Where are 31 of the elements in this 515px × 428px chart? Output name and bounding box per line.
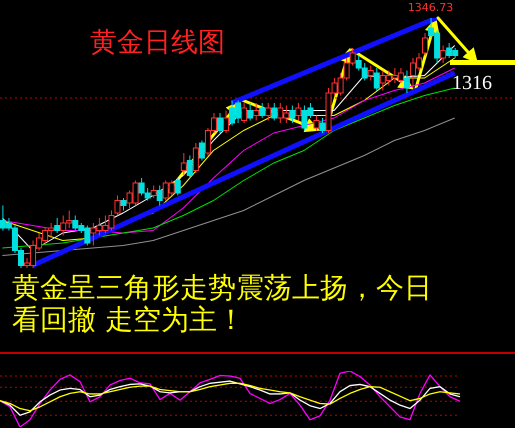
candlestick: [265, 102, 272, 121]
candlestick: [422, 32, 428, 56]
candlestick: [374, 68, 380, 91]
candlestick: [271, 102, 278, 121]
candlestick: [241, 102, 248, 124]
text: 黄金呈三角形走势震荡上扬，今日看回撤 走空为主！: [12, 271, 433, 336]
candlestick: [54, 218, 60, 234]
candlestick: [295, 102, 302, 121]
candlestick: [192, 142, 199, 174]
candlestick: [289, 105, 296, 124]
candlestick: [247, 102, 254, 121]
candlestick: [180, 152, 187, 176]
candlestick: [223, 110, 230, 134]
candlestick: [253, 102, 260, 121]
candlestick: [186, 155, 193, 178]
candlestick: [313, 115, 320, 131]
candlestick: [216, 112, 223, 134]
candlestick: [404, 70, 410, 94]
candlestick: [156, 185, 163, 206]
annotation: 1346.73: [408, 1, 454, 14]
annotation: 1316: [452, 72, 492, 95]
candlestick: [368, 65, 374, 81]
candlestick: [198, 140, 205, 161]
candlestick: [174, 178, 181, 196]
candlestick: [150, 185, 157, 198]
candlestick: [320, 118, 326, 134]
candlestick: [259, 102, 266, 118]
chart-title: 黄金日线图: [90, 26, 225, 60]
candlestick: [114, 195, 120, 216]
candlestick: [440, 45, 446, 64]
candlestick: [120, 198, 127, 211]
